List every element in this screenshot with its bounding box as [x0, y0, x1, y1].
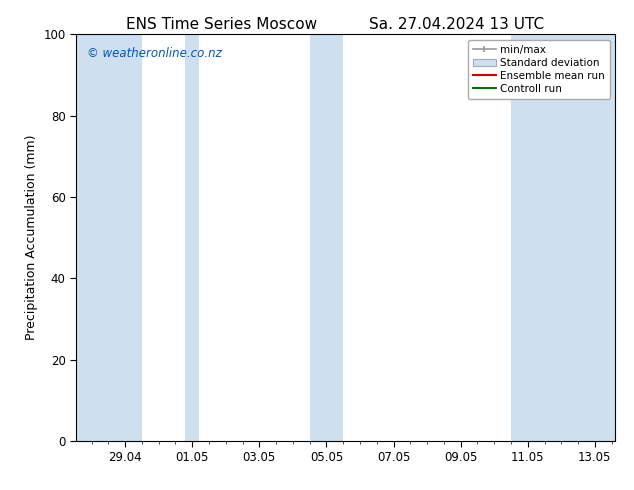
Text: ENS Time Series Moscow: ENS Time Series Moscow — [126, 17, 318, 32]
Text: © weatheronline.co.nz: © weatheronline.co.nz — [87, 47, 222, 59]
Y-axis label: Precipitation Accumulation (mm): Precipitation Accumulation (mm) — [25, 135, 38, 341]
Text: Sa. 27.04.2024 13 UTC: Sa. 27.04.2024 13 UTC — [369, 17, 544, 32]
Bar — [76, 34, 142, 441]
Legend: min/max, Standard deviation, Ensemble mean run, Controll run: min/max, Standard deviation, Ensemble me… — [467, 40, 610, 99]
Bar — [511, 34, 615, 441]
Bar — [186, 34, 199, 441]
Bar — [309, 34, 343, 441]
